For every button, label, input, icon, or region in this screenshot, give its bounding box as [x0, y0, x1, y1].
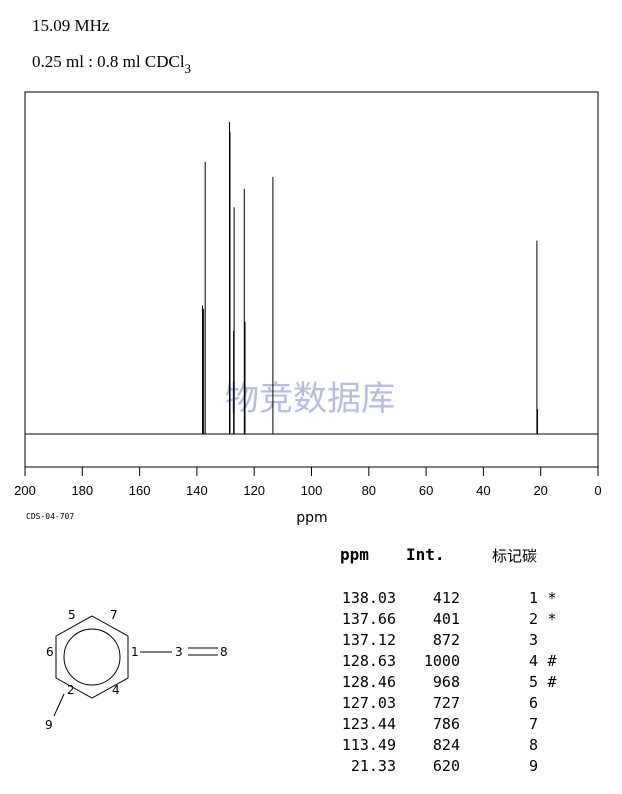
- cell-mark: #: [547, 673, 557, 691]
- cell-intensity: 1000: [423, 652, 460, 670]
- atom-label-3: 3: [175, 645, 183, 659]
- x-axis-label: ppm: [296, 510, 327, 526]
- benzene-ring: [55, 615, 129, 699]
- table-header-label: 标记碳: [492, 547, 538, 565]
- table-row: 123.44 786 7: [318, 714, 566, 735]
- cell-ppm: 127.03: [341, 694, 396, 712]
- peak-group: [202, 122, 538, 434]
- cell-ppm: 21.33: [350, 757, 396, 775]
- atom-label-8: 8: [220, 645, 228, 659]
- cell-intensity: 401: [432, 610, 460, 628]
- cell-mark: [538, 630, 566, 651]
- atom-label-6: 6: [46, 645, 54, 659]
- table-row: 127.03 727 6: [318, 693, 566, 714]
- x-tick-label: 40: [476, 483, 490, 498]
- x-tick-label: 160: [129, 483, 151, 498]
- atom-label-9: 9: [45, 718, 53, 732]
- x-tick-label: 100: [301, 483, 323, 498]
- concentration-subscript: 3: [184, 61, 192, 76]
- table-row: 137.66 401 2 *: [318, 609, 566, 630]
- watermark-text: 物竞数据库: [225, 379, 395, 419]
- cell-ppm: 137.12: [341, 631, 396, 649]
- table-row: 113.49 824 8: [318, 735, 566, 756]
- x-tick-label: 200: [14, 483, 36, 498]
- cell-intensity: 872: [432, 631, 460, 649]
- cell-intensity: 824: [432, 736, 460, 754]
- cell-label: 7: [528, 715, 538, 733]
- cell-intensity: 786: [432, 715, 460, 733]
- table-row: 138.03 412 1 *: [318, 588, 566, 609]
- cell-ppm: 123.44: [341, 715, 396, 733]
- x-tick-label: 80: [362, 483, 376, 498]
- concentration-text: 0.25 ml : 0.8 ml CDCl: [32, 52, 185, 71]
- atom-label-1: 1: [131, 645, 139, 659]
- spectrometer-frequency: 15.09 MHz: [32, 16, 110, 35]
- cell-mark: #: [547, 652, 557, 670]
- atom-label-7: 7: [110, 608, 118, 622]
- cell-label: 1: [528, 589, 538, 607]
- table-row: 128.63 1000 4 #: [318, 651, 566, 672]
- x-tick-label: 180: [71, 483, 93, 498]
- table-header-intensity: Int.: [406, 545, 445, 564]
- x-tick-label: 120: [243, 483, 265, 498]
- cell-label: 3: [528, 631, 538, 649]
- cell-intensity: 620: [432, 757, 460, 775]
- atom-label-5: 5: [68, 608, 76, 622]
- cell-mark: *: [547, 589, 557, 607]
- cell-label: 4: [528, 652, 538, 670]
- cell-mark: *: [547, 610, 557, 628]
- atom-label-4: 4: [112, 683, 120, 697]
- cell-label: 6: [528, 694, 538, 712]
- sample-concentration: 0.25 ml : 0.8 ml CDCl3: [32, 52, 191, 77]
- cell-intensity: 968: [432, 673, 460, 691]
- x-axis-ticks: 200 180 160 140 120 100 80 60 40 20 0: [14, 467, 602, 498]
- atom-label-2: 2: [67, 683, 75, 697]
- cell-ppm: 128.46: [341, 673, 396, 691]
- cell-mark: [538, 756, 566, 777]
- cell-ppm: 113.49: [341, 736, 396, 754]
- bond-2-9: [53, 693, 65, 717]
- cell-ppm: 128.63: [341, 652, 396, 670]
- table-header-ppm: ppm: [340, 545, 369, 564]
- cell-mark: [538, 714, 566, 735]
- x-tick-label: 140: [186, 483, 208, 498]
- cell-label: 5: [528, 673, 538, 691]
- aromatic-circle: [63, 628, 121, 686]
- cell-ppm: 138.03: [341, 589, 396, 607]
- cell-intensity: 412: [432, 589, 460, 607]
- table-row: 128.46 968 5 #: [318, 672, 566, 693]
- cell-mark: [538, 735, 566, 756]
- table-row: 21.33 620 9: [318, 756, 566, 777]
- cell-label: 8: [528, 736, 538, 754]
- cell-ppm: 137.66: [341, 610, 396, 628]
- molecule-structure: 1 2 3 4 5 6 7 8 9: [45, 608, 228, 732]
- peak-table: 138.03 412 1 * 137.66 401 2 * 137.12 872 3 128.63 10…: [318, 588, 566, 777]
- x-tick-label: 0: [594, 483, 601, 498]
- nmr-spectrum-chart: 物竞数据库 200 180 160 140 120 100 80 60 40 20 0 ppm: [14, 91, 602, 526]
- cell-label: 9: [528, 757, 538, 775]
- cell-label: 2: [528, 610, 538, 628]
- cell-mark: [538, 693, 566, 714]
- cell-intensity: 727: [432, 694, 460, 712]
- x-tick-label: 20: [533, 483, 547, 498]
- x-tick-label: 60: [419, 483, 433, 498]
- spectrum-code: CDS-04-707: [26, 512, 75, 521]
- table-row: 137.12 872 3: [318, 630, 566, 651]
